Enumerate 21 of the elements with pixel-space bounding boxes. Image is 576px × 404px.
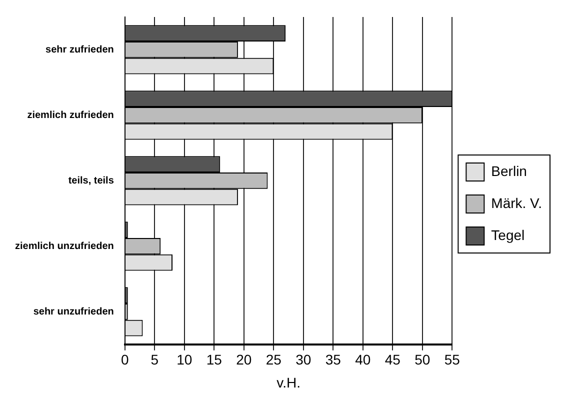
x-tick-label: 25 <box>266 352 282 368</box>
legend-label: Märk. V. <box>491 194 542 211</box>
legend-label: Berlin <box>491 162 527 179</box>
y-tick-label: teils, teils <box>68 175 114 186</box>
x-tick-label: 55 <box>444 352 460 368</box>
x-tick-label: 50 <box>414 352 430 368</box>
x-tick-label: 0 <box>121 352 130 368</box>
x-tick-label: 15 <box>206 352 222 368</box>
legend-label: Tegel <box>491 226 525 243</box>
x-tick-label: 30 <box>296 352 312 368</box>
x-tick-label: 40 <box>355 352 371 368</box>
x-tick-label: 35 <box>325 352 342 368</box>
x-axis-title: v.H. <box>276 374 300 390</box>
x-tick-label: 45 <box>384 352 401 368</box>
x-tick-label: 5 <box>150 352 159 368</box>
y-tick-label: ziemlich zufrieden <box>27 110 114 121</box>
x-tick-label: 20 <box>236 352 252 368</box>
y-tick-label: sehr unzufrieden <box>33 306 114 318</box>
y-tick-label: ziemlich unzufrieden <box>14 240 114 252</box>
y-tick-label: sehr zufrieden <box>46 44 114 56</box>
x-tick-label: 10 <box>176 352 192 368</box>
